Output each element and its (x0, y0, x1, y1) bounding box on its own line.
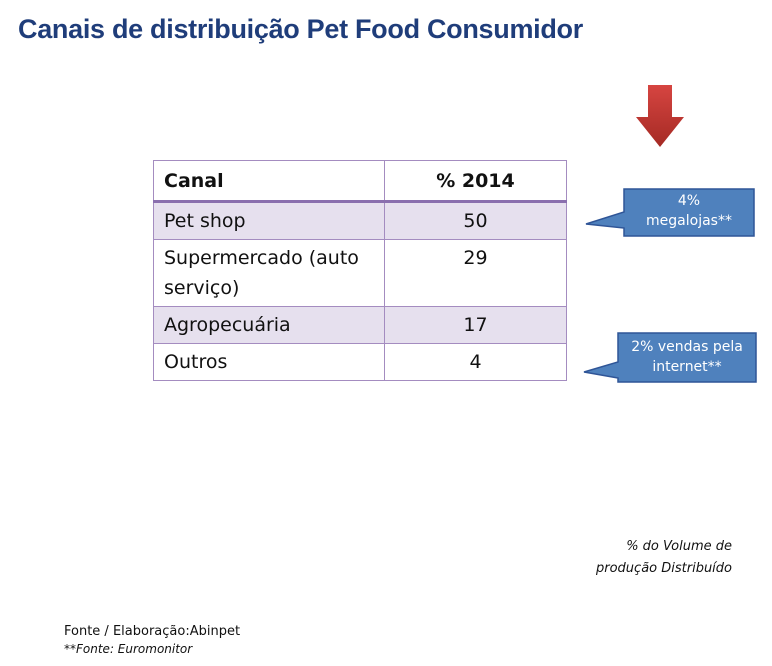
distribution-table: Canal % 2014 Pet shop 50 Supermercado (a… (153, 160, 567, 381)
callout-megalojas-line2: megalojas** (646, 213, 732, 229)
page-title: Canais de distribuição Pet Food Consumid… (18, 14, 583, 44)
callout-shape (583, 332, 757, 383)
volume-note-line1: % do Volume de (626, 539, 732, 554)
table-row: Outros 4 (153, 343, 567, 381)
callout-internet: 2% vendas pela internet** (582, 332, 758, 384)
table-row: Supermercado (auto serviço) 29 (153, 239, 567, 307)
cell-value: 50 (384, 201, 567, 240)
callout-shape (585, 188, 755, 237)
table-row: Pet shop 50 (153, 201, 567, 240)
cell-canal: Agropecuária (153, 306, 385, 344)
cell-canal: Outros (153, 343, 385, 381)
callout-internet-line1: 2% vendas pela (631, 339, 743, 355)
header-percent-2014: % 2014 (384, 160, 567, 203)
source-secondary: **Fonte: Euromonitor (64, 642, 193, 656)
cell-canal: Supermercado (auto serviço) (153, 239, 385, 307)
cell-value: 17 (384, 306, 567, 344)
callout-megalojas-line1: 4% (677, 193, 701, 209)
table-header-row: Canal % 2014 (153, 160, 567, 203)
table-row: Agropecuária 17 (153, 306, 567, 344)
volume-note-line2: produção Distribuído (596, 561, 732, 576)
down-arrow-icon (636, 85, 684, 147)
volume-note: % do Volume de produção Distribuído (584, 536, 732, 580)
cell-canal: Pet shop (153, 201, 385, 240)
callout-megalojas: 4% megalojas** (584, 188, 756, 238)
cell-value: 4 (384, 343, 567, 381)
source-primary: Fonte / Elaboração:Abinpet (64, 624, 241, 639)
header-canal: Canal (153, 160, 385, 203)
cell-value: 29 (384, 239, 567, 307)
callout-internet-line2: internet** (652, 359, 722, 375)
